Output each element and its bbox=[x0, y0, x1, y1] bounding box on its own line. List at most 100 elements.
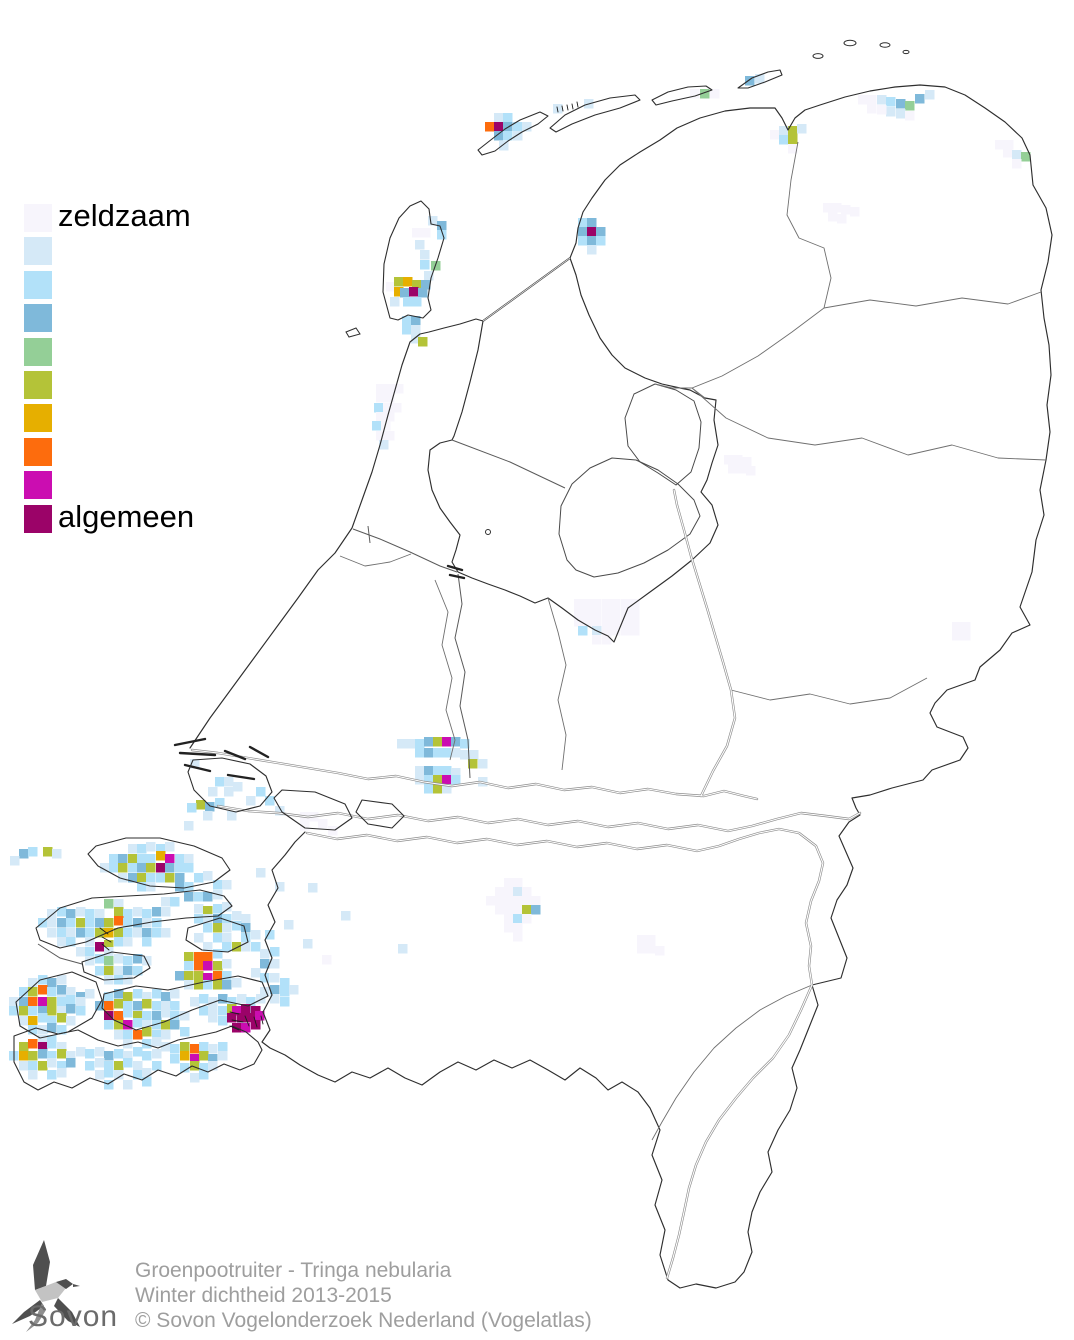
density-cell bbox=[194, 933, 204, 943]
density-cell bbox=[85, 928, 95, 938]
legend-swatch bbox=[24, 270, 52, 299]
density-cell bbox=[165, 854, 175, 864]
density-cell bbox=[95, 909, 105, 919]
density-cell bbox=[47, 1051, 57, 1061]
density-cell bbox=[142, 909, 152, 919]
density-cell bbox=[95, 1070, 105, 1080]
density-cell bbox=[415, 240, 425, 250]
density-cell bbox=[203, 914, 213, 924]
density-cell bbox=[128, 863, 138, 873]
density-cell bbox=[222, 902, 232, 912]
density-cell bbox=[241, 1023, 251, 1033]
density-cell bbox=[123, 1008, 133, 1018]
density-cell bbox=[788, 144, 798, 154]
density-cell bbox=[203, 923, 213, 933]
island-goeree-overflakkee bbox=[87, 837, 231, 889]
density-cell bbox=[142, 1011, 152, 1021]
density-cell bbox=[1004, 140, 1014, 150]
density-cell bbox=[9, 1006, 19, 1016]
density-cell bbox=[280, 987, 290, 997]
density-cell bbox=[494, 122, 504, 132]
density-cell bbox=[755, 74, 765, 84]
density-cell bbox=[114, 1049, 124, 1059]
density-cell bbox=[260, 973, 270, 983]
density-cell bbox=[409, 287, 419, 297]
density-cell bbox=[383, 403, 393, 413]
density-cell bbox=[38, 1006, 48, 1016]
density-cell bbox=[621, 617, 631, 627]
density-cell bbox=[522, 905, 532, 915]
density-cell bbox=[190, 1073, 200, 1083]
density-cell bbox=[602, 635, 612, 645]
density-cell bbox=[886, 97, 896, 107]
density-cell bbox=[57, 1042, 67, 1052]
density-cell bbox=[265, 930, 275, 940]
density-cell bbox=[376, 384, 386, 394]
island-tholen bbox=[185, 917, 249, 953]
density-cell bbox=[213, 904, 223, 914]
density-cell bbox=[133, 1070, 143, 1080]
density-cell bbox=[208, 787, 218, 797]
density-cell bbox=[165, 863, 175, 873]
density-cell bbox=[142, 999, 152, 1009]
density-cell bbox=[146, 842, 156, 852]
density-cell bbox=[104, 940, 114, 950]
density-cell bbox=[47, 918, 57, 928]
density-cell bbox=[213, 961, 223, 971]
density-cells-layer bbox=[9, 74, 1031, 1090]
density-cell bbox=[690, 89, 700, 99]
density-cell bbox=[587, 236, 597, 246]
density-cell bbox=[57, 985, 67, 995]
density-cell bbox=[406, 739, 416, 749]
density-cell bbox=[142, 928, 152, 938]
density-cell bbox=[596, 236, 606, 246]
density-cell bbox=[114, 1061, 124, 1071]
island-ameland bbox=[651, 85, 713, 106]
density-cell bbox=[123, 918, 133, 928]
density-cell bbox=[175, 882, 185, 892]
density-cell bbox=[133, 1011, 143, 1021]
density-cell bbox=[587, 227, 597, 237]
density-cell bbox=[415, 748, 425, 758]
island-noord-beveland bbox=[81, 951, 151, 981]
density-cell bbox=[227, 1004, 237, 1014]
density-cell bbox=[877, 95, 887, 105]
density-cell bbox=[592, 635, 602, 645]
density-cell bbox=[128, 854, 138, 864]
density-cell bbox=[522, 896, 532, 906]
density-cell bbox=[322, 955, 332, 965]
density-cell bbox=[745, 76, 755, 86]
density-cell bbox=[165, 842, 175, 852]
density-cell bbox=[837, 214, 847, 224]
density-cell bbox=[513, 131, 523, 141]
density-cell bbox=[602, 626, 612, 636]
density-cell bbox=[85, 956, 95, 966]
density-cell bbox=[867, 104, 877, 114]
density-cell bbox=[770, 130, 780, 140]
density-cell bbox=[133, 928, 143, 938]
density-cell bbox=[57, 1013, 67, 1023]
density-cell bbox=[66, 928, 76, 938]
density-cell bbox=[104, 928, 114, 938]
density-cell bbox=[596, 227, 606, 237]
density-cell bbox=[433, 748, 443, 758]
density-cell bbox=[76, 947, 86, 957]
density-cell bbox=[637, 935, 647, 945]
density-cell bbox=[161, 928, 171, 938]
density-cell bbox=[194, 961, 204, 971]
density-cell bbox=[152, 918, 162, 928]
density-cell bbox=[161, 1008, 171, 1018]
density-cell bbox=[104, 992, 114, 1002]
density-cell bbox=[251, 1006, 261, 1016]
density-cell bbox=[180, 1051, 190, 1061]
density-cell bbox=[104, 1020, 114, 1030]
density-cell bbox=[478, 759, 488, 769]
legend-swatch bbox=[24, 504, 52, 533]
density-cell bbox=[289, 985, 299, 995]
density-cell bbox=[199, 1063, 209, 1073]
density-cell bbox=[592, 608, 602, 618]
density-cell bbox=[433, 784, 443, 794]
density-cell bbox=[611, 608, 621, 618]
density-cell bbox=[630, 626, 640, 636]
